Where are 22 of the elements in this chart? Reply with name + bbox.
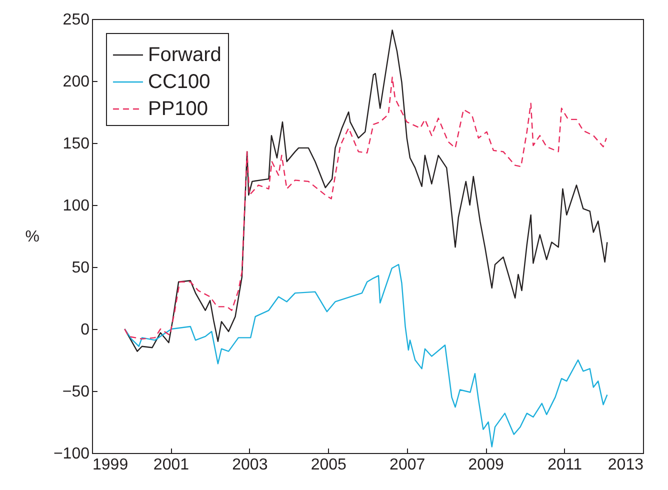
- x-tick-label: 2007: [390, 456, 426, 474]
- line-series: [124, 264, 608, 448]
- y-tick-label: 250: [62, 12, 90, 28]
- x-tick-label: 2001: [153, 456, 190, 474]
- x-tick-label: 2005: [310, 456, 347, 474]
- y-tick-label: −100: [53, 446, 90, 462]
- x-tick-label: 1999: [92, 456, 128, 474]
- y-tick-label: 50: [72, 260, 90, 276]
- legend-label: CC100: [148, 71, 210, 93]
- y-tick-label: 0: [80, 322, 90, 338]
- x-tick-label: 2011: [548, 456, 582, 474]
- line-series: [124, 30, 608, 352]
- x-tick-label: 2009: [468, 456, 504, 474]
- x-tick-label: 2003: [232, 456, 268, 474]
- legend-label: PP100: [148, 98, 208, 120]
- y-axis-title: %: [25, 228, 40, 246]
- legend-label: Forward: [148, 44, 222, 66]
- y-tick-label: −50: [62, 384, 90, 400]
- x-tick-label: 2013: [608, 456, 644, 474]
- y-tick-label: 150: [62, 136, 90, 152]
- y-tick-label: 100: [62, 198, 90, 214]
- y-tick-label: 200: [62, 74, 90, 90]
